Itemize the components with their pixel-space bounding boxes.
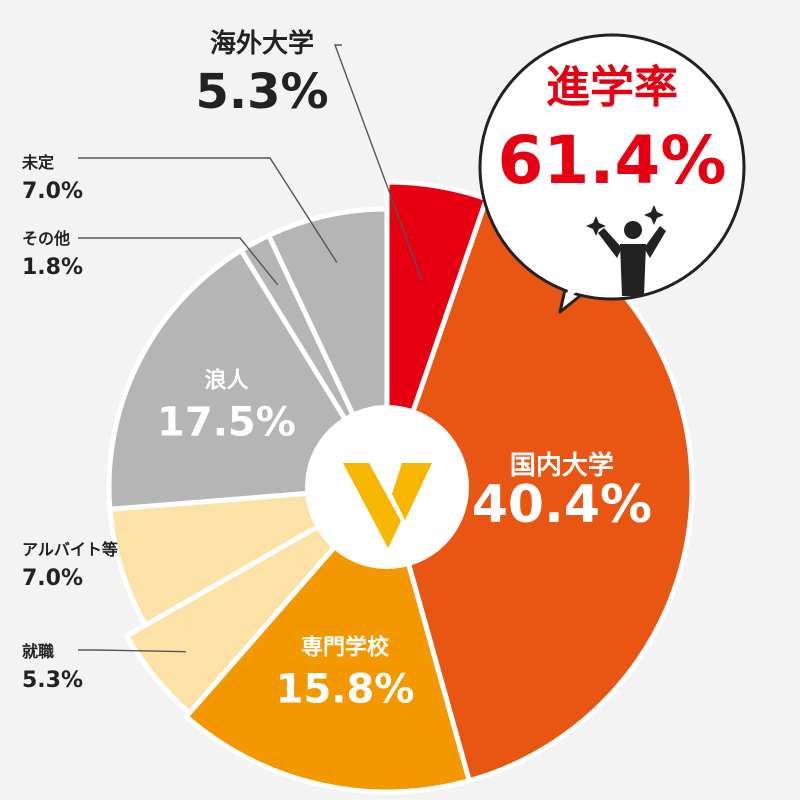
slice-label-name: その他 <box>22 229 70 248</box>
pie-slice <box>124 484 390 716</box>
leader-lines <box>78 44 423 653</box>
slice-label-value: 7.0% <box>22 179 83 204</box>
leader-line <box>333 44 423 281</box>
slice-label-value: 5.3% <box>195 64 328 120</box>
leader-line <box>78 157 338 263</box>
slice-label-name: 未定 <box>21 153 54 172</box>
callout-title: 進学率 <box>546 62 678 113</box>
slice-label-name: 専門学校 <box>301 634 390 660</box>
slice-label-value: 40.4% <box>472 475 652 535</box>
slice-label-name: 浪人 <box>204 368 248 394</box>
slice-label-value: 15.8% <box>276 666 415 712</box>
callout-value: 61.4% <box>498 122 727 199</box>
slice-label-name: 国内大学 <box>510 450 614 481</box>
leader-line <box>78 237 279 286</box>
leader-line <box>78 649 186 653</box>
slice-label-name: アルバイト等 <box>22 540 118 559</box>
callout-bubble: 進学率 61.4% <box>478 33 746 314</box>
slice-label-value: 17.5% <box>157 400 296 446</box>
celebrating-person-icon <box>586 205 666 296</box>
slice-label-value: 1.8% <box>22 255 83 280</box>
slice-label-value: 5.3% <box>22 668 83 693</box>
brand-logo <box>343 463 432 548</box>
slice-label-name: 就職 <box>22 642 54 661</box>
slice-label-value: 7.0% <box>22 566 83 591</box>
center-hole <box>305 405 469 569</box>
slice-label-name: 海外大学 <box>210 28 314 59</box>
